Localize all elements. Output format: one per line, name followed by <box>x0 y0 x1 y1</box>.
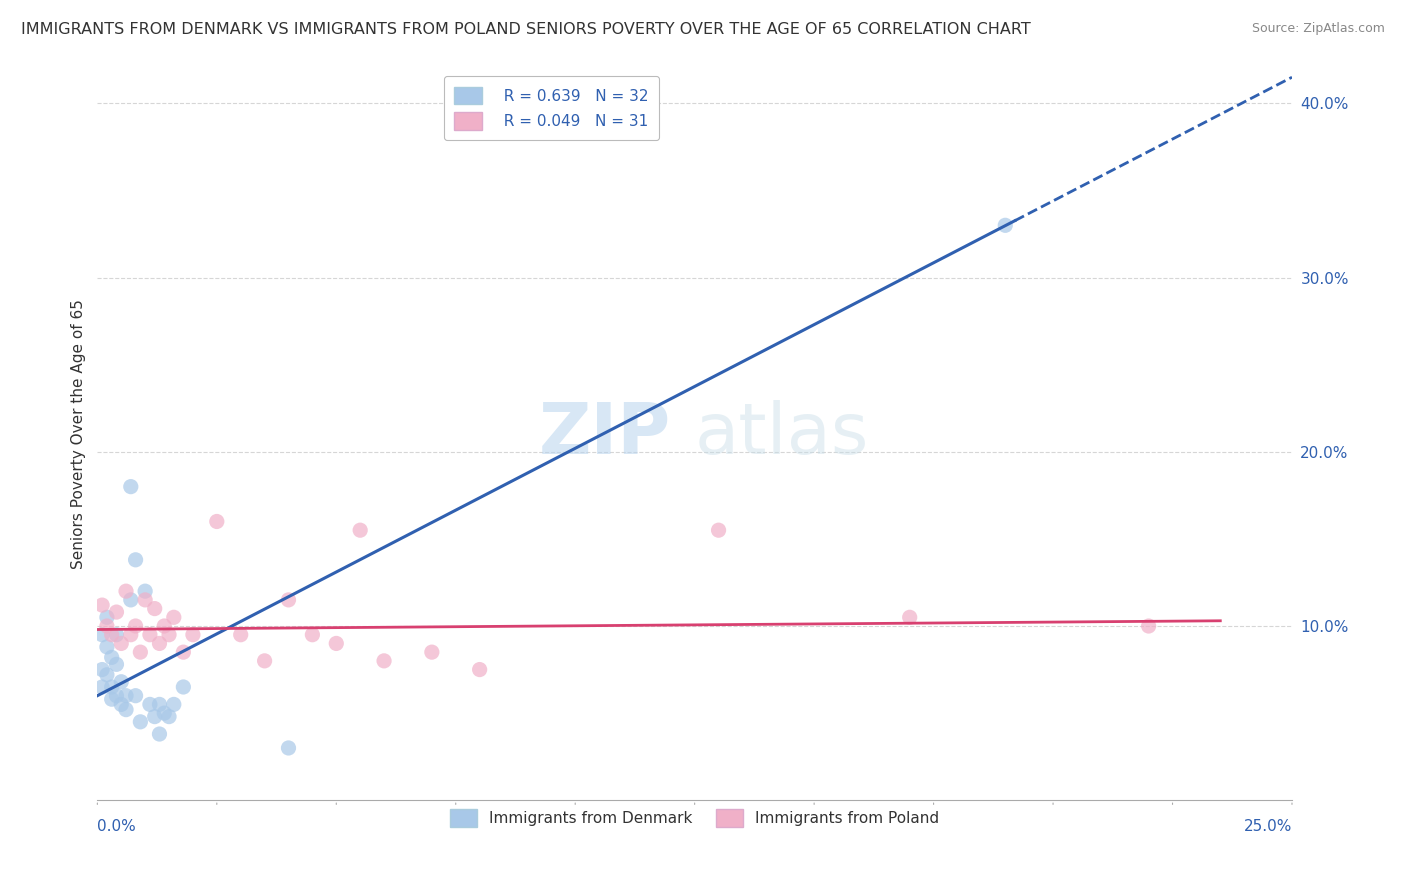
Point <box>120 628 142 642</box>
Point <box>100 692 122 706</box>
Point <box>277 593 299 607</box>
Text: 0.0%: 0.0% <box>97 819 136 833</box>
Point <box>96 667 118 681</box>
Text: Source: ZipAtlas.com: Source: ZipAtlas.com <box>1251 22 1385 36</box>
Point <box>277 741 299 756</box>
Point <box>898 610 921 624</box>
Point <box>468 663 491 677</box>
Point <box>373 654 395 668</box>
Point <box>134 593 156 607</box>
Text: ZIP: ZIP <box>538 400 671 469</box>
Point <box>253 654 276 668</box>
Point <box>325 636 347 650</box>
Point <box>157 709 180 723</box>
Point <box>91 628 114 642</box>
Point <box>1137 619 1160 633</box>
Point <box>105 689 128 703</box>
Point <box>105 605 128 619</box>
Point <box>115 689 138 703</box>
Point <box>100 628 122 642</box>
Point <box>96 640 118 654</box>
Point <box>105 628 128 642</box>
Point <box>148 636 170 650</box>
Point <box>707 523 730 537</box>
Point <box>110 636 132 650</box>
Point <box>96 619 118 633</box>
Point <box>120 480 142 494</box>
Point <box>115 703 138 717</box>
Point <box>110 674 132 689</box>
Point <box>129 645 152 659</box>
Point <box>148 698 170 712</box>
Y-axis label: Seniors Poverty Over the Age of 65: Seniors Poverty Over the Age of 65 <box>72 300 86 569</box>
Point <box>205 515 228 529</box>
Text: atlas: atlas <box>695 400 869 469</box>
Point <box>994 219 1017 233</box>
Point <box>139 698 162 712</box>
Point <box>420 645 443 659</box>
Point <box>120 593 142 607</box>
Point <box>91 680 114 694</box>
Point <box>134 584 156 599</box>
Point <box>229 628 252 642</box>
Point <box>139 628 162 642</box>
Point <box>100 650 122 665</box>
Point <box>172 645 194 659</box>
Point <box>157 628 180 642</box>
Text: 25.0%: 25.0% <box>1244 819 1292 833</box>
Point <box>96 610 118 624</box>
Point <box>163 698 186 712</box>
Point <box>129 714 152 729</box>
Point <box>172 680 194 694</box>
Point <box>91 598 114 612</box>
Point <box>105 657 128 672</box>
Point <box>181 628 204 642</box>
Point <box>301 628 323 642</box>
Point <box>349 523 371 537</box>
Point <box>115 584 138 599</box>
Point <box>143 709 166 723</box>
Point <box>110 698 132 712</box>
Point <box>153 619 176 633</box>
Point <box>143 601 166 615</box>
Point <box>124 553 146 567</box>
Point <box>148 727 170 741</box>
Point <box>100 680 122 694</box>
Point <box>163 610 186 624</box>
Text: IMMIGRANTS FROM DENMARK VS IMMIGRANTS FROM POLAND SENIORS POVERTY OVER THE AGE O: IMMIGRANTS FROM DENMARK VS IMMIGRANTS FR… <box>21 22 1031 37</box>
Point <box>124 619 146 633</box>
Point <box>124 689 146 703</box>
Legend: Immigrants from Denmark, Immigrants from Poland: Immigrants from Denmark, Immigrants from… <box>444 803 946 833</box>
Point <box>91 663 114 677</box>
Point <box>153 706 176 720</box>
